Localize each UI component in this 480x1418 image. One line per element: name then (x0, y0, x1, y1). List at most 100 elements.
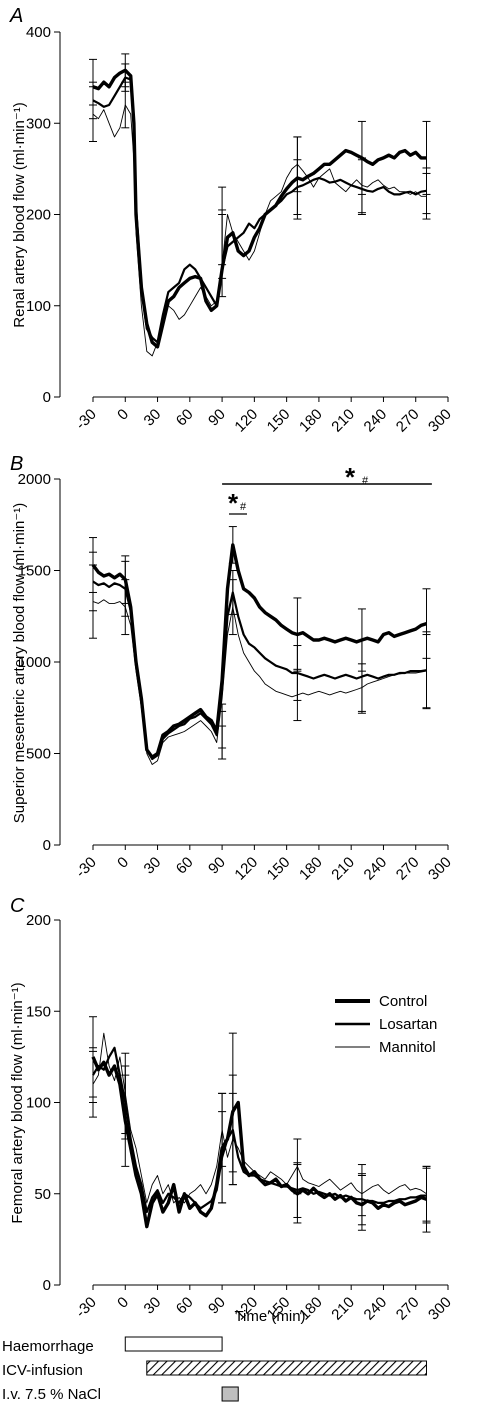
y-tick-label-a: 300 (26, 115, 51, 132)
y-axis-a: 0 100 200 300 400 (26, 24, 61, 406)
series-line-losartan-c (92, 1046, 427, 1214)
y-tick-label-c: 50 (34, 1186, 51, 1203)
x-tick-label-a: 240 (361, 406, 391, 436)
y-tick-label-c: 200 (26, 912, 51, 929)
x-tick-label-c: -30 (72, 1294, 99, 1321)
timeline-label-haemorrhage: Haemorrhage (2, 1338, 94, 1355)
timeline-bar-nacl (221, 1386, 239, 1402)
x-tick-label-a: 90 (205, 406, 229, 430)
y-tick-label-a: 0 (43, 389, 51, 406)
error-bar-mannitol-c (293, 1138, 302, 1195)
x-tick-label-a: 0 (114, 406, 132, 424)
y-tick-label-b: 1500 (18, 563, 51, 580)
error-bar-mannitol-b (218, 725, 227, 760)
x-tick-label-b: 150 (264, 854, 294, 884)
error-bar-mannitol-b (357, 663, 366, 712)
timeline-bar-icv-infusion (146, 1360, 427, 1376)
x-tick-label-b: 0 (114, 854, 132, 872)
x-tick-label-c: 0 (114, 1294, 132, 1312)
error-bar-mannitol-c (357, 1164, 366, 1217)
error-bar-mannitol-c (422, 1165, 431, 1222)
timeline-bar-haemorrhage (124, 1336, 223, 1352)
x-tick-label-c: 240 (361, 1294, 391, 1324)
legend: Control Losartan Mannitol (335, 993, 437, 1056)
error-bar-mannitol-c (121, 1052, 130, 1135)
y-tick-label-b: 0 (43, 837, 51, 854)
error-bar-mannitol-a (293, 136, 302, 193)
x-tick-label-a: 30 (141, 406, 165, 430)
series-line-control-c (91, 1056, 428, 1229)
error-bar-mannitol-c (89, 1050, 97, 1118)
y-tick-label-c: 0 (43, 1277, 51, 1294)
y-tick-label-b: 1000 (18, 654, 51, 671)
y-tick-label-a: 200 (26, 207, 51, 224)
error-bar-mannitol-a (218, 214, 227, 298)
x-tick-label-a: 210 (328, 406, 358, 436)
panel-a-renal: A 0 100 200 300 400 -30 0 30 60 90 120 150 180 210 24… (9, 5, 455, 436)
y-axis-c: 0 50 100 150 200 (26, 912, 61, 1294)
x-tick-label-b: 300 (425, 854, 455, 884)
y-tick-label-b: 500 (26, 746, 51, 763)
error-bar-mannitol-b (293, 668, 302, 722)
x-tick-label-a: 60 (173, 406, 197, 430)
error-bar-control-b (228, 526, 237, 564)
panel-b-mesenteric: B 0 500 1000 1500 2000 -30 0 30 60 90 120 150 180 21… (10, 453, 455, 884)
x-axis-b: -30 0 30 60 90 120 150 180 210 240 270 300 (72, 844, 455, 884)
x-tick-label-b: 120 (231, 854, 261, 884)
error-bar-mannitol-a (121, 81, 130, 129)
significance-bar-star: * (345, 462, 356, 492)
significance-point-hash: # (240, 501, 247, 513)
y-tick-label-a: 400 (26, 24, 51, 41)
timeline: Haemorrhage ICV-infusion I.v. 7.5 % NaCl (2, 1336, 427, 1403)
x-tick-label-c: 30 (141, 1294, 165, 1318)
error-bar-mannitol-a (357, 157, 366, 214)
series-line-losartan-b (92, 580, 427, 761)
timeline-label-nacl: I.v. 7.5 % NaCl (2, 1386, 101, 1403)
panel-label-b: B (10, 453, 23, 475)
x-tick-label-b: -30 (72, 854, 99, 881)
x-tick-label-a: 180 (296, 406, 326, 436)
series-c (89, 1016, 431, 1233)
series-a (89, 53, 431, 357)
x-tick-label-b: 30 (141, 854, 165, 878)
x-tick-label-c: 90 (205, 1294, 229, 1318)
series-line-mannitol-a (92, 104, 427, 357)
x-axis-label-c: Time (min) (234, 1308, 305, 1325)
x-tick-label-a: 270 (393, 406, 423, 436)
panel-label-c: C (10, 895, 25, 917)
error-bar-mannitol-b (89, 564, 97, 639)
legend-label-losartan: Losartan (379, 1016, 437, 1033)
x-tick-label-a: 300 (425, 406, 455, 436)
y-tick-label-c: 150 (26, 1003, 51, 1020)
x-tick-label-c: 210 (328, 1294, 358, 1324)
series-line-mannitol-c (92, 1032, 427, 1204)
x-tick-label-b: 270 (393, 854, 423, 884)
error-bar-mannitol-b (422, 634, 431, 709)
error-bar-mannitol-c (218, 1092, 227, 1167)
series-line-mannitol-b (92, 599, 427, 765)
panel-label-a: A (9, 5, 23, 27)
y-axis-label-a: Renal artery blood flow (ml·min⁻¹) (11, 102, 28, 327)
error-bar-mannitol-b (228, 579, 237, 636)
legend-label-control: Control (379, 993, 427, 1010)
legend-label-mannitol: Mannitol (379, 1039, 436, 1056)
y-axis-b: 0 500 1000 1500 2000 (18, 471, 61, 854)
y-tick-label-a: 100 (26, 298, 51, 315)
x-tick-label-c: 270 (393, 1294, 423, 1324)
series-b (89, 526, 431, 765)
significance-bar-hash: # (362, 475, 369, 487)
x-tick-label-c: 60 (173, 1294, 197, 1318)
x-tick-label-b: 210 (328, 854, 358, 884)
series-line-losartan-a (92, 76, 427, 344)
x-tick-label-b: 240 (361, 854, 391, 884)
x-tick-label-b: 90 (205, 854, 229, 878)
x-tick-label-b: 60 (173, 854, 197, 878)
error-bar-mannitol-a (89, 86, 97, 142)
error-bar-mannitol-b (121, 579, 130, 636)
significance-point-star: * (228, 488, 239, 518)
y-axis-label-b: Superior mesenteric artery blood flow (m… (11, 503, 28, 824)
x-tick-label-b: 180 (296, 854, 326, 884)
x-tick-label-c: 300 (425, 1294, 455, 1324)
